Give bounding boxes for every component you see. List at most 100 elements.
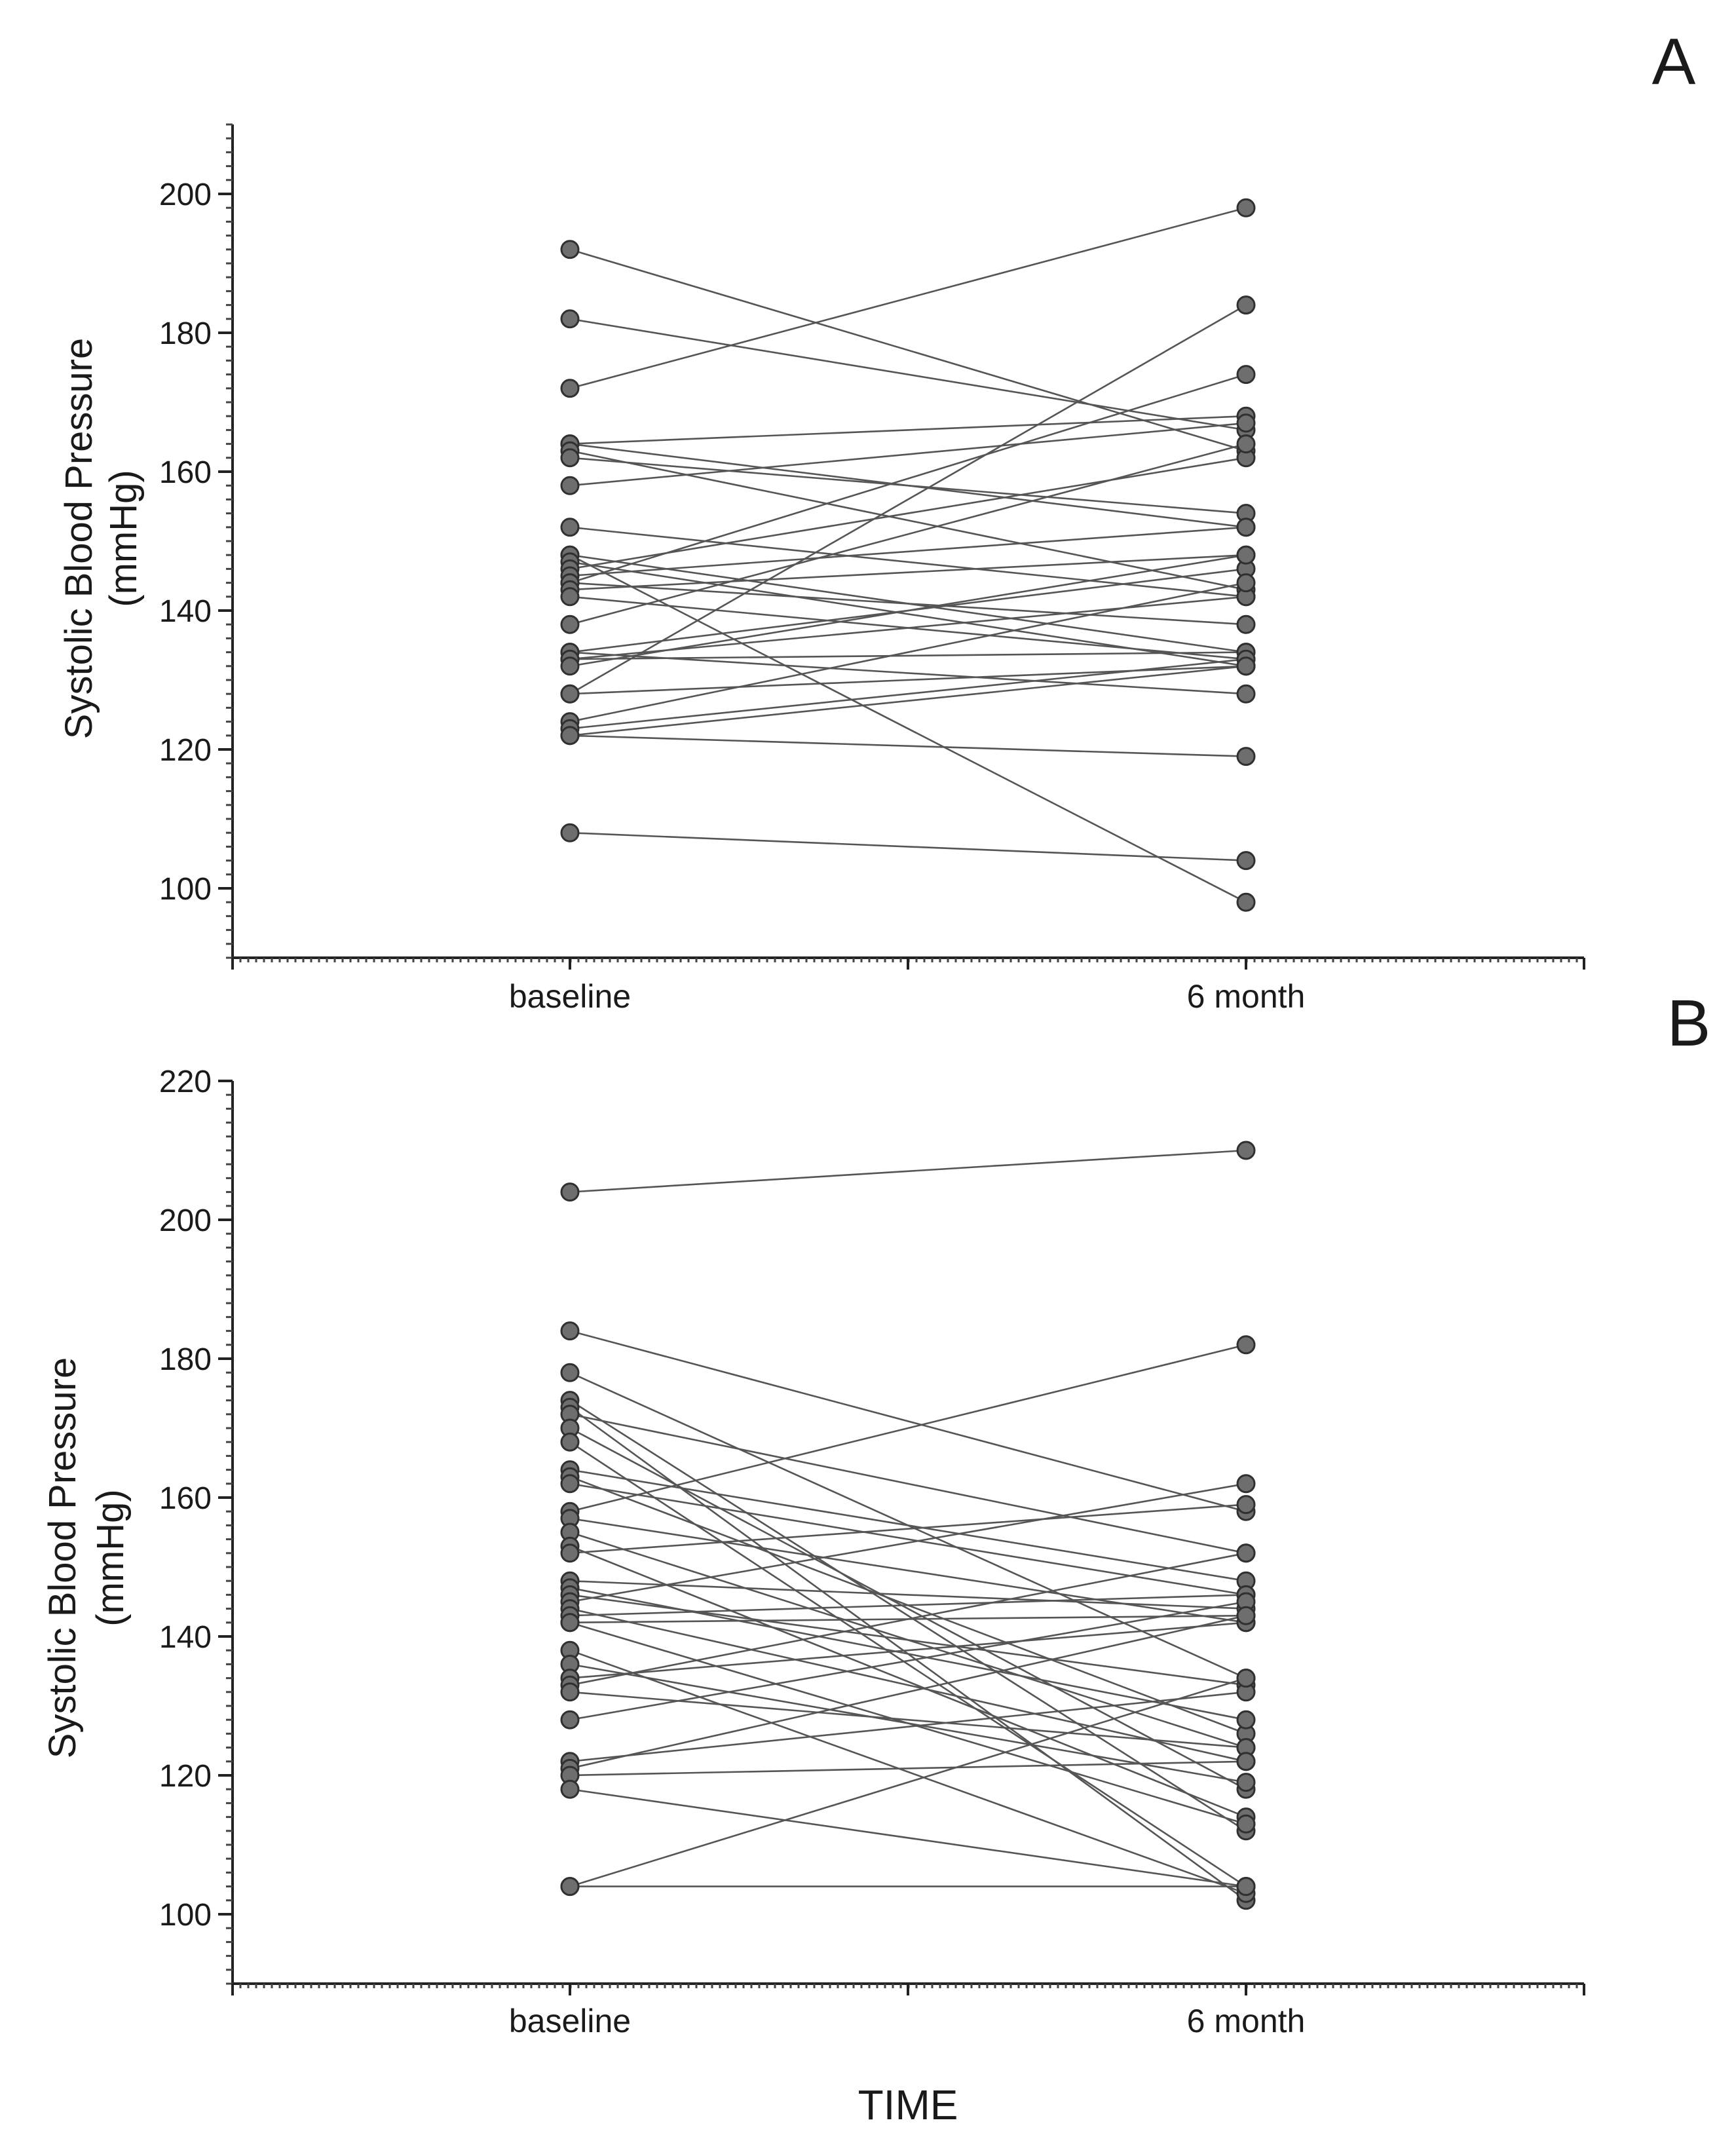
chart-a-y-tick-label: 200 [159,178,212,212]
chart-a-series-line [569,443,1247,626]
chart-a-data-point [1236,545,1256,565]
chart-b-data-point [560,1432,580,1452]
chart-a-series-line [569,582,1247,626]
chart-b-series-line [569,1663,1247,1783]
chart-a-plot: 100 120 140 160 180 200 baseline 6 month Systoli… [58,123,1585,1015]
chart-a-data-point [560,684,580,704]
chart-a-series-line [569,651,1247,695]
chart-a-data-point [560,476,580,495]
chart-a-y-tick-label: 120 [159,733,212,768]
chart-b-series-line [569,1483,1247,1596]
chart-a-series-line [569,554,1247,903]
chart-a-data-point [1236,684,1256,704]
chart-a-data-point [560,448,580,468]
chart-b-series-line [569,1691,1247,1748]
chart-b-data-point [1236,1814,1256,1834]
chart-b-y-tick-label: 200 [159,1203,212,1238]
chart-b-data-point [560,1710,580,1729]
chart-a-data-point [560,379,580,398]
chart-b-data-point [1236,1495,1256,1515]
chart-b-series-line [569,1344,1247,1513]
chart-a-data-point [1236,198,1256,217]
chart-b-series-line [569,1517,1247,1624]
chart-b-data-point [560,1613,580,1633]
chart-a-data-point [560,656,580,676]
chart-b-series-line [569,1677,1247,1887]
chart-b-series-line [569,1579,1247,1610]
chart-b-series-line [569,1413,1247,1555]
chart-a-series-line [569,658,1247,730]
chart-b-y-tick-label: 180 [159,1342,212,1377]
chart-b-series-line [569,1600,1247,1721]
chart-a-data-point [1236,295,1256,315]
chart-b-data-point [1236,1141,1256,1160]
chart-b-series-line [569,1649,1247,1895]
chart-b-data-point [1236,1752,1256,1771]
chart-b-x-axis-label: TIME [858,2081,958,2128]
chart-a-data-point [1236,892,1256,912]
chart-a-series-line [569,373,1247,584]
chart-b-series-line [569,1330,1247,1513]
chart-b-series-line [569,1594,1247,1617]
chart-b-series-line [569,1594,1247,1686]
chart-b-data-point [560,1474,580,1494]
chart-b-y-tick-label: 100 [159,1898,212,1933]
chart-b-series-line [569,1483,1247,1603]
chart-b-y-tick-label: 140 [159,1620,212,1655]
chart-b-x-tick-label: 6 month [1187,2003,1306,2039]
chart-b-series-line [569,1469,1247,1582]
chart-a-data-point [1236,656,1256,676]
chart-a-data-point [1236,365,1256,385]
chart-b-y-tick-label: 120 [159,1759,212,1794]
chart-a-data-point [560,309,580,329]
chart-b-data-point [560,1543,580,1563]
chart-a-series-line [569,595,1247,660]
chart-b-data-point [1236,1543,1256,1563]
chart-a-data-point [1236,434,1256,454]
chart-a-data-point [1236,413,1256,433]
chart-a-series-line [569,457,1247,570]
chart-a-series-line [569,554,1247,668]
chart-b-data-point [1236,1606,1256,1625]
chart-b-series-line [569,1441,1247,1887]
chart-b-series-line [569,1621,1247,1679]
chart-b-plot: 100 120 140 160 180 200 220 baseline 6 month Syst… [41,1065,1585,2128]
chart-a-series-line [569,304,1247,695]
chart-a-data-point [1236,518,1256,537]
chart-a-series-line [569,318,1247,431]
chart-a-data-point [1236,851,1256,871]
chart-a-series-line [569,526,1247,577]
chart-a-series-line [569,248,1247,452]
chart-a-data-point [560,587,580,607]
chart-a-y-tick-label: 160 [159,455,212,490]
chart-b-series-line [569,1399,1247,1832]
chart-b-series-line [569,1552,1247,1686]
chart-a-series-line [569,665,1247,737]
chart-a-data-point [1236,614,1256,634]
chart-a-series-line [569,651,1247,660]
chart-b-data-point [1236,1710,1256,1729]
chart-a-series-line [569,526,1247,598]
chart-a-series-line [569,449,1247,591]
chart-a-series-line [569,582,1247,723]
chart-a-series-line [569,554,1247,591]
chart-b-series-line [569,1788,1247,1887]
panel-label-b: B [1667,987,1711,1060]
chart-a-x-tick-label: 6 month [1187,978,1306,1015]
chart-b-data-point [1236,1877,1256,1897]
chart-a-data-point [560,823,580,842]
chart-a-series-line [569,415,1247,445]
chart-b-data-point [560,1877,580,1897]
chart-b-data-point [1236,1773,1256,1792]
chart-b-data-point [1236,1335,1256,1355]
chart-a-data-point [560,240,580,259]
chart-a-data-point [560,726,580,746]
chart-a-y-tick-label: 180 [159,316,212,351]
chart-b-y-tick-label: 220 [159,1065,212,1099]
chart-a-series-line [569,831,1247,861]
chart-a-series-line [569,457,1247,514]
chart-b-data-point [560,1363,580,1382]
chart-b-y-axis-label: Systolic Blood Pressure [41,1357,84,1758]
chart-a-series-line [569,734,1247,757]
